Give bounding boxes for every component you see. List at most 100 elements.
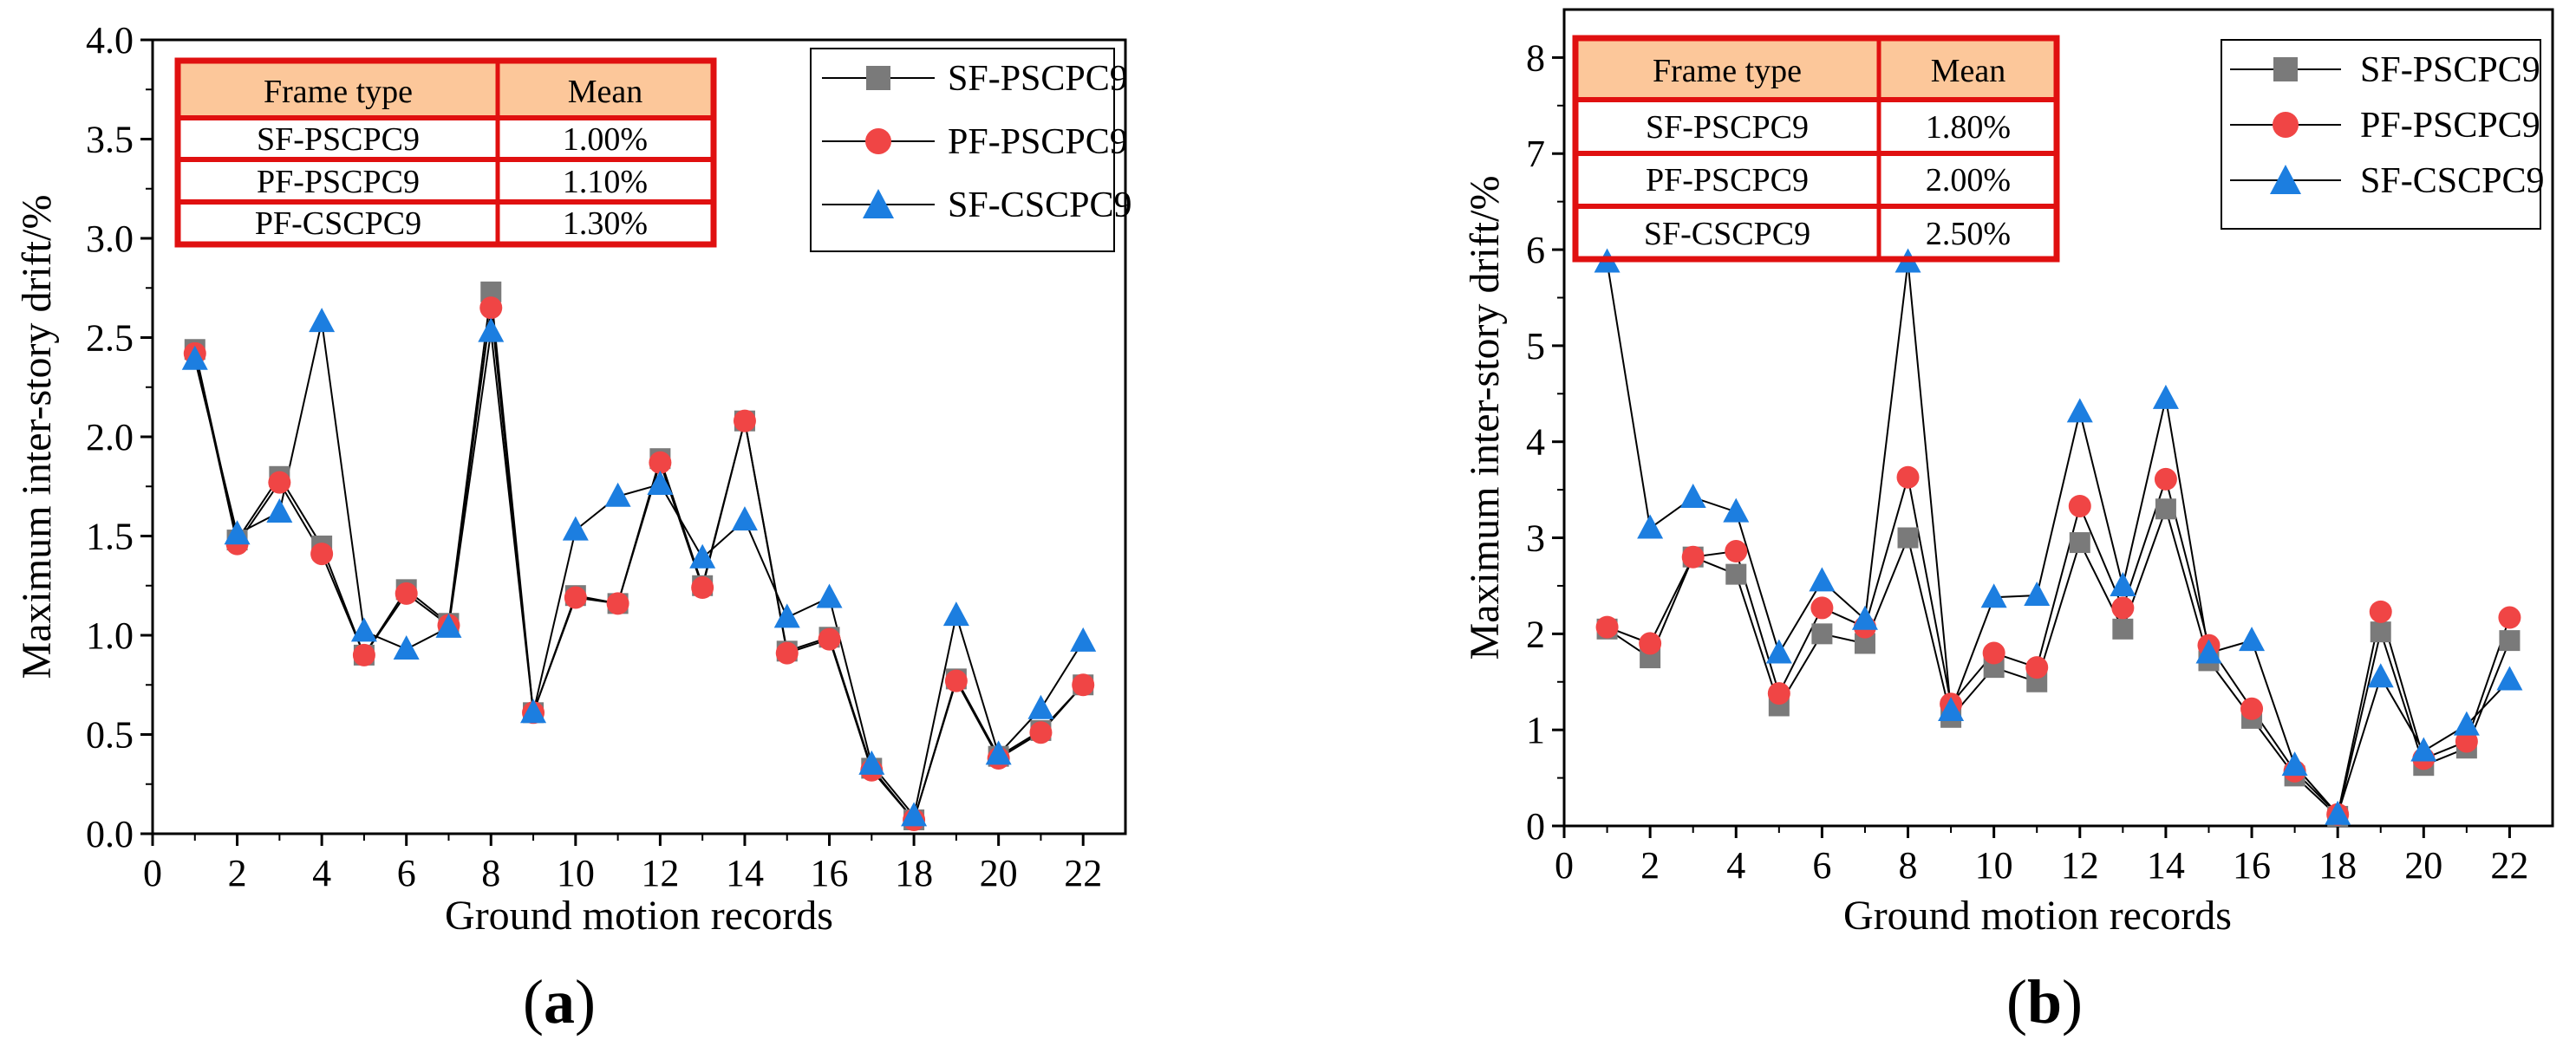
panel-b-x-tick-label: 2: [1640, 844, 1660, 887]
panel-b-point-pf-pscpc9: [1639, 632, 1662, 655]
panel-b-point-sf-cscpc9: [2496, 666, 2523, 691]
panel-b-point-pf-pscpc9: [2240, 697, 2264, 720]
panel-a-legend-label: SF-CSCPC9: [948, 185, 1131, 225]
panel-a-table-cell: SF-PSCPC9: [257, 121, 420, 158]
panel-a-table-header-frame-type: Frame type: [264, 74, 413, 110]
panel-a-series-line-sf-cscpc9: [193, 321, 1085, 818]
panel-b-table-border: [1572, 35, 2060, 263]
panel-a-point-sf-cscpc9: [731, 506, 758, 531]
panel-a-point-sf-cscpc9: [393, 635, 420, 660]
panel-b-point-sf-cscpc9: [2024, 582, 2051, 607]
panel-a-point-pf-pscpc9: [691, 576, 714, 600]
panel-a-x-tick-label: 14: [726, 852, 764, 894]
panel-a-x-tick-label: 6: [397, 852, 416, 894]
panel-b-point-sf-pscpc9: [1897, 527, 1919, 549]
panel-b-point-pf-pscpc9: [1896, 465, 1920, 489]
panel-b-point-pf-pscpc9: [2025, 656, 2049, 679]
panel-b-table-header-mean: Mean: [1931, 53, 2006, 89]
panel-a-point-sf-cscpc9: [689, 543, 716, 569]
panel-a-table-cell: PF-PSCPC9: [257, 164, 420, 200]
panel-a-series-line-pf-pscpc9: [193, 308, 1084, 822]
panel-a-x-tick-label: 22: [1064, 852, 1102, 894]
panel-b-x-axis-title: Ground motion records: [1843, 893, 2232, 939]
panel-b-table-header-frame-type: Frame type: [1653, 53, 1802, 89]
panel-a-x-tick-label: 4: [312, 852, 331, 894]
panel-b-x-axis: 0 2 4 6 8 10 12 14 16 18 20 22: [1555, 826, 2528, 887]
panel-a-point-sf-cscpc9: [985, 740, 1012, 765]
panel-b-point-sf-cscpc9: [2281, 751, 2308, 777]
panel-b-table-cell: SF-CSCPC9: [1644, 216, 1810, 252]
panel-a-point-pf-pscpc9: [944, 669, 968, 692]
panel-b-point-pf-pscpc9: [1767, 682, 1790, 705]
panel-b-table-cell: 1.80%: [1926, 109, 2011, 146]
panel-b-x-tick-label: 14: [2147, 844, 2185, 887]
panel-b-series-lines: [1606, 262, 2511, 818]
panel-a-x-tick-label: 10: [557, 852, 595, 894]
panel-b-label: (b): [2006, 967, 2083, 1037]
panel-a-point-sf-cscpc9: [1070, 627, 1097, 652]
panel-a-x-tick-label: 0: [143, 852, 162, 894]
panel-a-legend-label: SF-PSCPC9: [948, 59, 1128, 99]
panel-b-point-pf-pscpc9: [1681, 545, 1705, 569]
panel-a-point-pf-pscpc9: [606, 592, 629, 615]
panel-a-y-axis-title: Maximum inter-story drift/%: [14, 195, 60, 679]
panel-a-table-header-mean: Mean: [568, 74, 643, 110]
panel-b-x-tick-label: 4: [1726, 844, 1745, 887]
panel-a-y-tick-label: 1.5: [86, 516, 134, 558]
panel-a-point-sf-cscpc9: [266, 498, 293, 523]
panel-b-x-tick-label: 8: [1899, 844, 1918, 887]
panel-a-x-tick-label: 18: [895, 852, 933, 894]
panel-b-x-tick-label: 10: [1975, 844, 2013, 887]
panel-a-point-pf-pscpc9: [1029, 721, 1053, 744]
panel-a-x-axis-title: Ground motion records: [445, 893, 833, 939]
panel-a-y-tick-label: 2.0: [86, 416, 134, 458]
panel-b-y-tick-label: 4: [1526, 421, 1545, 464]
panel-b-point-sf-pscpc9: [1725, 563, 1747, 585]
panel-b-series-markers: [1594, 248, 2523, 827]
panel-a-x-tick-label: 16: [811, 852, 849, 894]
panel-b-point-sf-cscpc9: [1809, 567, 1836, 592]
panel-b-table-cell: 2.00%: [1926, 162, 2011, 198]
panel-b-point-pf-pscpc9: [1595, 615, 1619, 639]
panel-b-legend-label: SF-CSCPC9: [2360, 161, 2544, 201]
panel-a-point-pf-pscpc9: [733, 409, 756, 432]
panel-b-x-tick-label: 12: [2061, 844, 2099, 887]
panel-a-point-pf-pscpc9: [479, 296, 503, 320]
panel-b-y-tick-label: 0: [1526, 805, 1545, 848]
panel-b-point-sf-cscpc9: [1679, 483, 1706, 508]
panel-b-point-sf-cscpc9: [1938, 697, 1965, 722]
panel-a-y-tick-label: 0.0: [86, 813, 134, 855]
panel-a-point-sf-cscpc9: [181, 345, 208, 370]
panel-b-point-sf-cscpc9: [2152, 384, 2179, 409]
panel-a-legend: SF-PSCPC9 PF-PSCPC9 SF-CSCPC9: [810, 48, 1131, 252]
panel-a-point-sf-cscpc9: [647, 470, 674, 495]
panel-b-x-tick-label: 16: [2233, 844, 2271, 887]
panel-b-legend-label: SF-PSCPC9: [2360, 50, 2540, 90]
panel-b-point-sf-cscpc9: [1765, 639, 1792, 664]
panel-b-x-tick-label: 0: [1555, 844, 1574, 887]
panel-a-table-cell: 1.00%: [563, 121, 648, 158]
panel-b-legend-marker-square: [2273, 57, 2298, 81]
panel-a-point-pf-pscpc9: [1072, 673, 1095, 697]
panel-a-point-sf-cscpc9: [435, 613, 462, 638]
panel-a-point-sf-cscpc9: [858, 750, 885, 775]
panel-a-point-pf-pscpc9: [775, 641, 799, 665]
panel-a-point-sf-cscpc9: [350, 617, 377, 642]
panel-a-legend-marker-triangle: [863, 189, 894, 218]
panel-b-point-sf-cscpc9: [1980, 583, 2007, 608]
panel-a-legend-label: PF-PSCPC9: [948, 122, 1128, 162]
panel-a-point-sf-cscpc9: [1027, 694, 1054, 719]
panel-a-y-tick-label: 2.5: [86, 317, 134, 360]
panel-a-point-sf-cscpc9: [309, 308, 336, 333]
panel-b-legend-marker-circle: [2273, 112, 2299, 138]
panel-a-x-axis: 0 2 4 6 8 10 12 14 16 18 20 22: [143, 834, 1102, 894]
panel-a-point-pf-pscpc9: [395, 582, 418, 605]
panel-a-point-sf-cscpc9: [901, 802, 928, 827]
panel-b-y-tick-label: 2: [1526, 613, 1545, 655]
panel-a-x-tick-label: 2: [228, 852, 247, 894]
panel-b-point-pf-pscpc9: [1982, 641, 2005, 665]
panel-a-legend-box: [810, 48, 1115, 252]
panel-b-point-sf-cscpc9: [2110, 571, 2136, 596]
